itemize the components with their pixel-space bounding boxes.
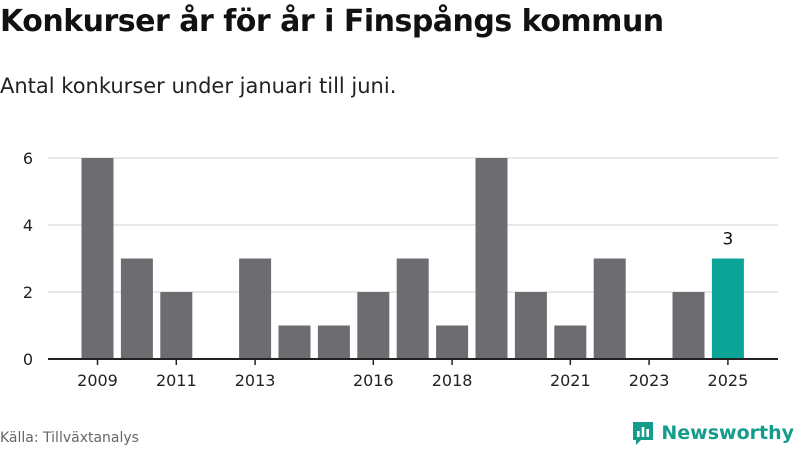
bar-2009 — [81, 158, 114, 359]
source-note: Källa: Tillväxtanalys — [0, 430, 139, 446]
bar-chart: 0 2 4 6 3 2009 2011 2013 2016 2018 2021 2023 2025 — [23, 149, 778, 390]
x-tick-label: 2009 — [77, 371, 118, 390]
bar-2019 — [475, 158, 508, 359]
bar-2021 — [554, 325, 587, 359]
brand-name: Newsworthy — [661, 422, 794, 444]
bar-2024 — [672, 292, 705, 359]
data-label-2025: 3 — [722, 230, 733, 250]
x-tick-label: 2011 — [156, 371, 197, 390]
brand-logo: Newsworthy — [631, 420, 794, 446]
bar-2017 — [396, 258, 429, 359]
y-tick-label: 0 — [23, 350, 33, 369]
chart-subtitle: Antal konkurser under januari till juni. — [0, 74, 397, 98]
x-tick-label: 2018 — [432, 371, 473, 390]
x-tick-label: 2025 — [708, 371, 749, 390]
bar-2016 — [357, 292, 390, 359]
bar-2018 — [436, 325, 469, 359]
bar-2020 — [514, 292, 547, 359]
bar-2015 — [317, 325, 350, 359]
chart-title: Konkurser år för år i Finspångs kommun — [0, 4, 664, 39]
y-tick-label: 2 — [23, 283, 33, 302]
bar-2011 — [160, 292, 193, 359]
bar-2022 — [593, 258, 626, 359]
newsworthy-logo-icon — [633, 422, 654, 445]
x-tick-label: 2016 — [353, 371, 394, 390]
bar-2010 — [120, 258, 153, 359]
y-tick-label: 4 — [23, 216, 33, 235]
bar-2013 — [239, 258, 272, 359]
bar-2014 — [278, 325, 311, 359]
bar-2025 — [711, 258, 744, 359]
x-tick-label: 2013 — [235, 371, 276, 390]
x-tick-label: 2021 — [550, 371, 591, 390]
y-tick-label: 6 — [23, 149, 33, 168]
x-tick-label: 2023 — [629, 371, 670, 390]
